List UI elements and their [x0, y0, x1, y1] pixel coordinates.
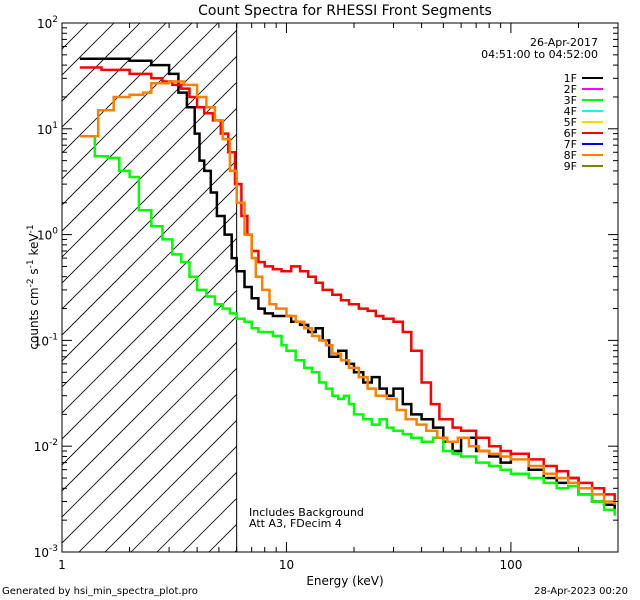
- x-axis: 1 10 100: [58, 23, 619, 572]
- series-layer: [79, 57, 616, 516]
- y-tick-base: 10: [37, 229, 52, 243]
- series-line-8F: [79, 80, 616, 505]
- y-tick-label: 102: [37, 15, 58, 31]
- y-axis-label-unit3: keV: [27, 233, 41, 260]
- y-tick-base: 10: [34, 546, 49, 560]
- y-axis-label-exp3: -1: [26, 224, 36, 233]
- series-line-1F: [79, 57, 616, 510]
- legend-label-3F: 3F: [564, 94, 577, 107]
- observation-date: 26-Apr-2017: [530, 36, 598, 49]
- y-tick-label: 10-1: [34, 332, 58, 348]
- legend-label-7F: 7F: [564, 138, 577, 151]
- y-tick-base: 10: [37, 17, 52, 31]
- legend-label-8F: 8F: [564, 149, 577, 162]
- y-tick-label: 101: [37, 121, 58, 137]
- y-tick-base: 10: [34, 334, 49, 348]
- y-tick-base: 10: [34, 440, 49, 454]
- y-axis-label: counts cm-2 s-1 keV-1: [26, 224, 41, 349]
- y-tick-exponent: -1: [49, 332, 58, 342]
- generated-by-label: Generated by hsi_min_spectra_plot.pro: [2, 586, 198, 597]
- legend-label-5F: 5F: [564, 116, 577, 129]
- y-tick-exponent: 1: [52, 121, 58, 131]
- y-tick-exponent: -3: [49, 544, 58, 554]
- observation-time-range: 04:51:00 to 04:52:00: [481, 48, 598, 61]
- y-axis-label-unit2: s: [27, 268, 41, 278]
- y-tick-exponent: 0: [52, 227, 58, 237]
- below-threshold-hatch: [62, 23, 237, 552]
- annotation-background: Includes Background: [249, 506, 364, 519]
- y-axis-label-exp1: -2: [26, 278, 36, 287]
- hatch-lines: [62, 23, 237, 552]
- y-tick-exponent: 2: [52, 15, 58, 25]
- x-tick-label: 100: [499, 558, 522, 572]
- chart-title: Count Spectra for RHESSI Front Segments: [198, 3, 492, 19]
- plot-frame: [61, 22, 619, 553]
- y-axis-label-base: counts cm: [27, 287, 41, 349]
- annotation-attenuator: Att A3, FDecim 4: [249, 517, 342, 530]
- y-tick-exponent: -2: [49, 438, 58, 448]
- y-axis-label-exp2: -1: [26, 259, 36, 268]
- y-tick-label: 10-3: [34, 544, 58, 560]
- legend-label-9F: 9F: [564, 160, 577, 173]
- y-tick-label: 100: [37, 227, 58, 243]
- legend-label-1F: 1F: [564, 72, 577, 85]
- x-tick-label: 10: [279, 558, 294, 572]
- legend-label-2F: 2F: [564, 83, 577, 96]
- legend-label-4F: 4F: [564, 105, 577, 118]
- x-axis-label: Energy (keV): [306, 574, 383, 588]
- generation-timestamp: 28-Apr-2023 00:20: [534, 586, 628, 597]
- y-tick-label: 10-2: [34, 438, 58, 454]
- y-tick-base: 10: [37, 123, 52, 137]
- x-tick-label: 1: [58, 558, 66, 572]
- series-line-6F: [79, 66, 616, 502]
- series-line-3F: [79, 135, 616, 516]
- legend-label-6F: 6F: [564, 127, 577, 140]
